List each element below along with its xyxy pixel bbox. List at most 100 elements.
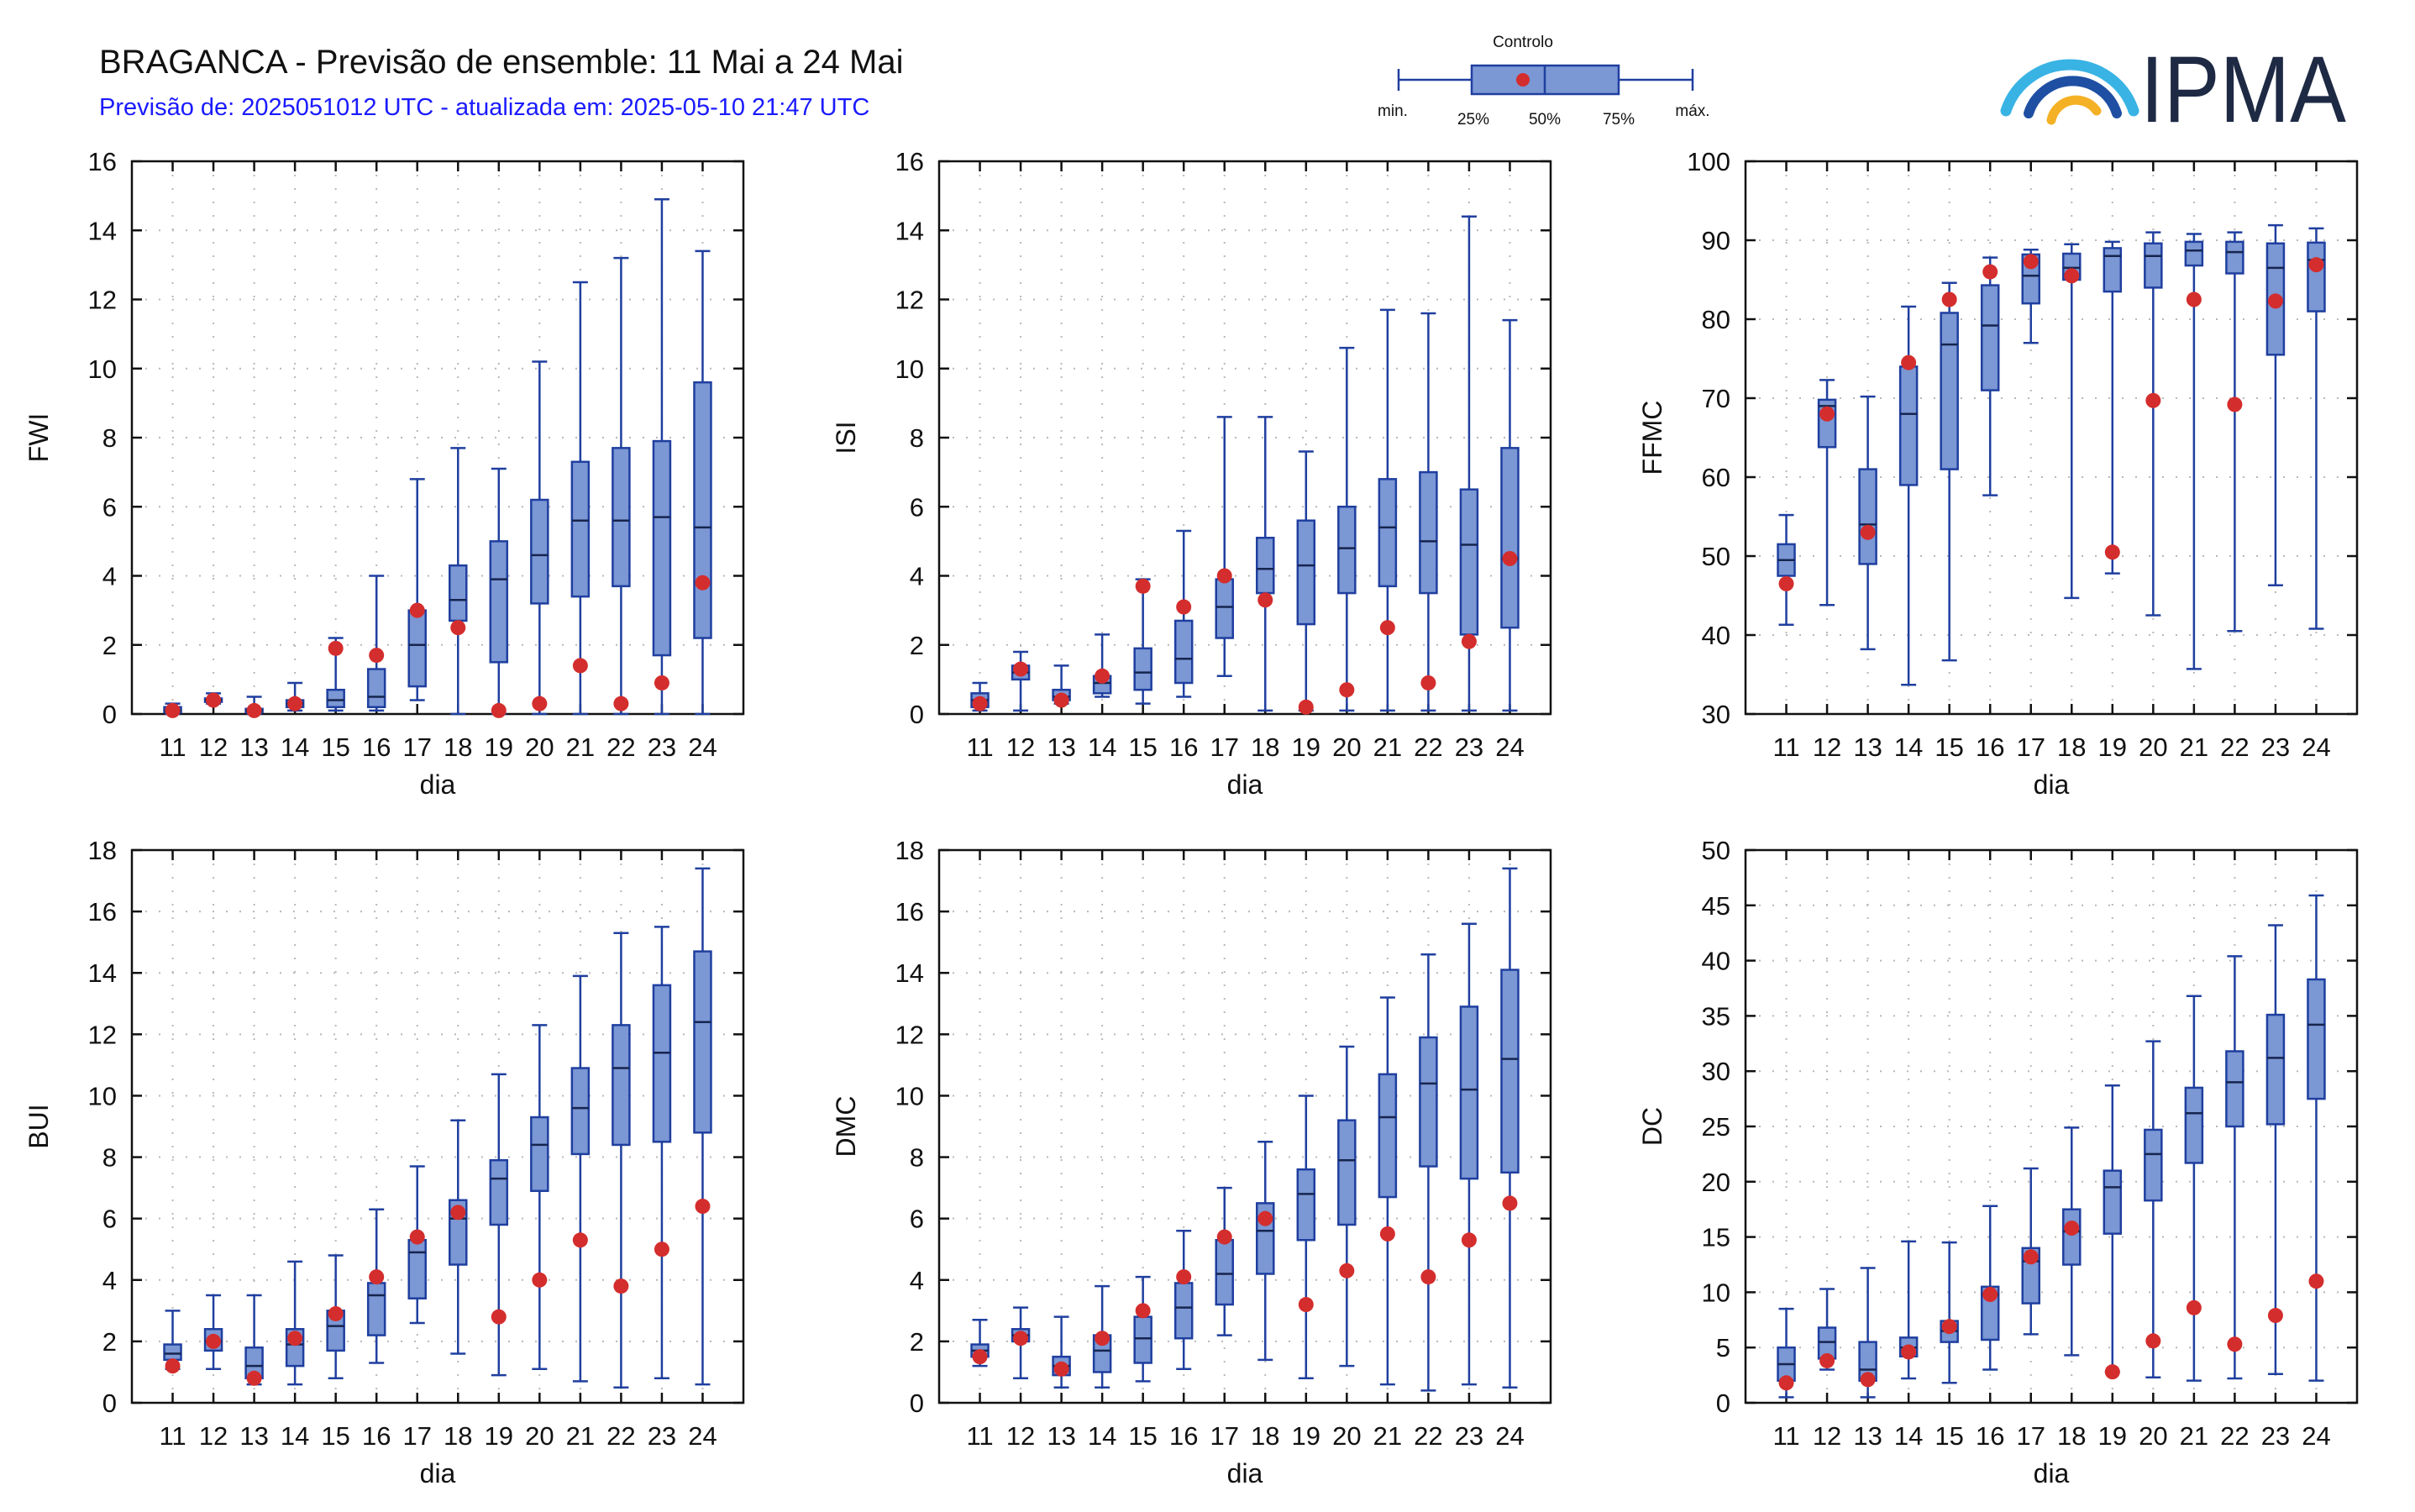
control-point: [1013, 1331, 1029, 1347]
legend-p25-label: 25%: [1457, 111, 1489, 129]
x-tick-label: 16: [1169, 732, 1198, 762]
x-tick-label: 12: [1813, 1421, 1841, 1451]
box-iqr: [1500, 447, 1520, 629]
control-point: [369, 648, 385, 664]
x-tick-label: 21: [2180, 1421, 2208, 1451]
y-axis-label: FWI: [24, 413, 54, 463]
y-tick-label: 10: [1702, 1278, 1730, 1307]
y-tick-label: 0: [910, 700, 924, 729]
box-iqr: [2184, 240, 2204, 267]
control-point: [246, 1370, 262, 1386]
control-point: [2023, 254, 2039, 270]
x-tick-label: 22: [606, 732, 635, 762]
control-point: [2186, 291, 2202, 307]
y-tick-label: 0: [102, 1389, 117, 1418]
x-tick-label: 24: [2302, 732, 2330, 762]
x-tick-label: 19: [485, 1421, 513, 1451]
box-iqr: [449, 564, 468, 622]
box-iqr: [1858, 468, 1877, 565]
x-tick-label: 16: [1976, 732, 2004, 762]
x-tick-label: 23: [648, 732, 676, 762]
box-iqr: [163, 1343, 182, 1362]
x-tick-label: 18: [444, 732, 472, 762]
control-point: [328, 1305, 344, 1321]
y-tick-label: 8: [910, 1143, 924, 1173]
x-tick-label: 24: [688, 1421, 717, 1451]
control-point: [1778, 1375, 1794, 1391]
y-tick-label: 10: [88, 354, 117, 384]
legend-min-label: min.: [1378, 102, 1408, 120]
x-tick-label: 24: [1495, 1421, 1524, 1451]
control-point: [165, 1358, 181, 1374]
x-tick-label: 16: [362, 732, 391, 762]
y-tick-label: 0: [1716, 1389, 1730, 1418]
x-tick-label: 19: [1292, 732, 1320, 762]
box-iqr: [489, 1158, 509, 1226]
box-iqr: [1133, 647, 1152, 691]
box-iqr: [1378, 478, 1398, 588]
y-tick-label: 18: [895, 836, 924, 865]
box-iqr: [2265, 1013, 2286, 1126]
box-iqr: [2225, 1050, 2244, 1128]
x-tick-label: 22: [1414, 1421, 1442, 1451]
control-point: [369, 1269, 385, 1285]
y-tick-label: 14: [895, 216, 924, 245]
control-point: [409, 602, 425, 618]
x-tick-label: 17: [2016, 732, 2045, 762]
box-iqr: [1256, 537, 1275, 595]
y-tick-label: 18: [88, 836, 117, 865]
control-point: [1298, 699, 1314, 715]
ipma-logo: IPMA: [2000, 37, 2346, 134]
control-point: [972, 1349, 988, 1365]
box-iqr: [570, 1067, 591, 1156]
box-iqr: [2103, 247, 2123, 293]
control-point: [1216, 1229, 1232, 1245]
control-point: [1257, 592, 1273, 608]
box-iqr: [1419, 1036, 1438, 1168]
x-tick-label: 13: [239, 732, 268, 762]
x-tick-label: 11: [159, 732, 186, 762]
control-point: [695, 575, 711, 591]
box-iqr: [366, 668, 386, 709]
control-point: [2227, 1336, 2243, 1352]
control-point: [450, 620, 466, 636]
legend-p75-label: 75%: [1603, 111, 1635, 129]
control-point: [1216, 568, 1232, 584]
control-point: [1860, 524, 1876, 540]
x-tick-label: 23: [2261, 1421, 2290, 1451]
page-subtitle: Previsão de: 2025051012 UTC - atualizada…: [99, 94, 870, 121]
control-point: [206, 1333, 222, 1349]
x-axis-label: dia: [1227, 769, 1263, 800]
x-tick-label: 24: [1495, 732, 1524, 762]
y-tick-label: 6: [102, 492, 117, 522]
x-tick-label: 23: [2261, 732, 2290, 762]
box-iqr: [1337, 1119, 1357, 1226]
box-iqr: [1173, 1282, 1194, 1340]
y-tick-label: 8: [910, 423, 924, 453]
x-tick-label: 18: [1251, 1421, 1279, 1451]
control-point: [2186, 1299, 2202, 1315]
y-tick-label: 16: [88, 897, 117, 927]
x-tick-label: 18: [1251, 732, 1279, 762]
x-tick-label: 12: [1006, 732, 1035, 762]
page-title: BRAGANCA - Previsão de ensemble: 11 Mai …: [99, 44, 904, 81]
x-tick-label: 15: [321, 732, 349, 762]
control-point: [1013, 661, 1029, 677]
y-tick-label: 35: [1702, 1001, 1730, 1031]
control-point: [1339, 682, 1355, 698]
x-tick-label: 11: [966, 1421, 993, 1451]
y-tick-label: 2: [102, 631, 117, 660]
legend-max-label: máx.: [1675, 102, 1709, 120]
y-tick-label: 0: [910, 1389, 924, 1418]
y-tick-label: 45: [1702, 891, 1730, 921]
x-tick-label: 16: [1169, 1421, 1198, 1451]
control-point: [1135, 578, 1151, 594]
x-tick-label: 21: [566, 1421, 595, 1451]
control-point: [2227, 396, 2243, 412]
box-iqr: [693, 381, 712, 639]
control-point: [287, 696, 303, 711]
y-tick-label: 0: [102, 700, 117, 729]
y-tick-label: 8: [102, 423, 117, 453]
y-tick-label: 4: [102, 562, 117, 591]
box-iqr: [652, 984, 672, 1143]
